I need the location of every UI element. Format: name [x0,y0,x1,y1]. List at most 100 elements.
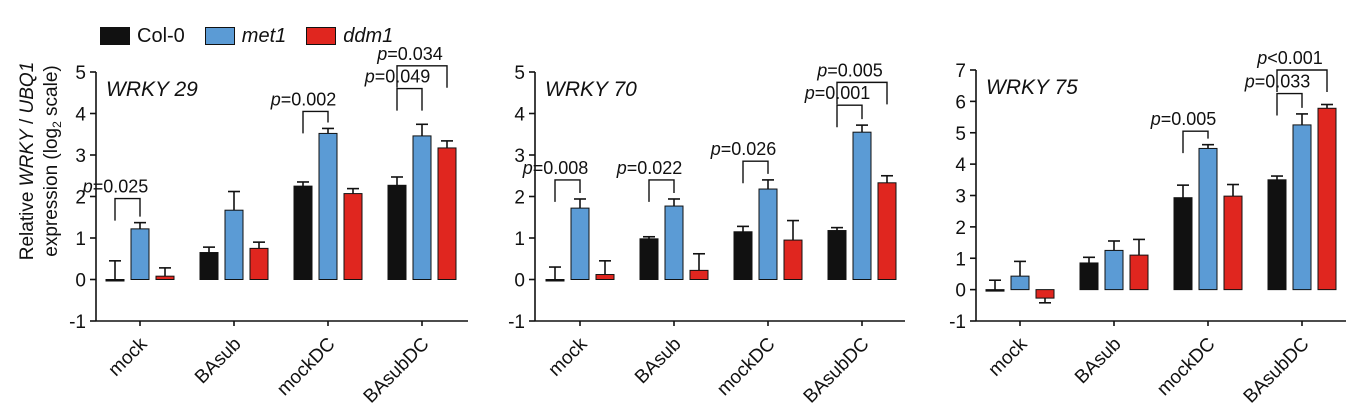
significance-bracket [554,179,581,202]
p-value-label: p=0.033 [1244,72,1311,92]
bar [1010,275,1030,291]
chart-1: -1 0 1 2 3 4 5 WRKY 29 mock BAsub mockDC BAsubDC p=0… [69,44,468,408]
bar [155,275,175,280]
y-tick-label: 7 [955,61,966,82]
significance-bracket [1276,69,1328,92]
y-tick-label: 1 [514,229,525,250]
p-value-label: p=0.008 [522,158,589,178]
bar [1129,254,1149,291]
significance-bracket [114,197,141,221]
significance-bracket [836,104,863,128]
x-tick-label: mock [985,333,1032,380]
significance-bracket [1276,92,1303,116]
bar [877,182,897,280]
p-value-label: p=0.005 [816,60,883,80]
bar [664,205,684,280]
y-axis-label: Relative WRKY / UBQ1 expression (log2 sc… [17,62,64,261]
bar [827,230,847,280]
y-tick-label: 0 [514,271,525,292]
bar [689,269,709,280]
legend-item-ddm1: ddm1 [306,25,393,48]
bar [1198,147,1218,291]
bar [1267,179,1287,291]
bar [1079,262,1099,291]
y-tick-label: 2 [514,188,525,209]
bar [249,247,269,280]
bar [595,274,615,280]
p-value-label: p=0.001 [804,83,871,103]
y-tick-label: 2 [955,218,966,239]
bar [387,184,407,280]
bar [130,228,150,280]
y-tick-label: 3 [955,187,966,208]
legend-label-ddm1: ddm1 [343,24,394,47]
bar [570,207,590,280]
chart-title: WRKY 29 [106,78,198,101]
bar [412,135,432,280]
x-tick-label: mockDC [713,334,779,400]
chart-2: -1 0 1 2 3 4 5 WRKY 70 mock BAsub mockDC BAsubDC p=0… [508,60,905,408]
y-tick-label: -1 [69,312,86,333]
bar [783,239,803,280]
x-tick-label: BAsubDC [800,334,874,408]
y-tick-label: 4 [955,155,966,176]
bar [852,131,872,280]
legend: Col-0 met1 ddm1 [100,24,413,48]
x-tick-label: BAsubDC [360,334,434,408]
x-tick-label: BAsub [191,334,245,388]
y-tick-label: 1 [75,229,86,250]
y-tick-label: 3 [514,146,525,167]
legend-label-met1: met1 [241,24,287,47]
y-tick-label: 4 [514,105,525,126]
p-value-label: p=0.026 [710,139,777,159]
bar [318,132,338,280]
legend-swatch-met1 [204,27,235,45]
p-value-label: p=0.025 [82,177,149,197]
y-tick-label: 6 [955,92,966,113]
y-axis-label-line2: expression (log2 scale) [41,65,64,257]
y-tick-label: 2 [75,188,86,209]
bar [293,185,313,280]
x-tick-label: mock [545,333,592,380]
y-tick-label: 0 [955,281,966,302]
chart-3: -1 0 1 2 3 4 5 6 7 WRKY 75 mock BAsub mockDC BAsubDC p… [949,48,1346,408]
legend-swatch-ddm1 [306,27,337,45]
p-value-label: p=0.022 [616,158,683,178]
bar [639,238,659,280]
significance-bracket [302,110,329,134]
p-value-label: p=0.049 [364,67,431,87]
x-tick-label: BAsub [1071,334,1125,388]
bar [1104,249,1124,291]
x-tick-label: BAsub [631,334,685,388]
significance-bracket [742,160,769,184]
p-value-label: p=0.002 [270,89,337,109]
y-tick-label: 3 [75,146,86,167]
significance-bracket [396,87,423,111]
y-axis-label-line1: Relative WRKY / UBQ1 [17,62,38,261]
significance-bracket [836,81,888,105]
legend-item-met1: met1 [204,24,287,48]
legend-swatch-col0 [100,27,130,45]
legend-label-col0: Col-0 [137,24,185,47]
bar [1173,197,1193,291]
chart-title: WRKY 75 [986,76,1078,99]
y-tick-label: 5 [955,124,966,145]
bar [105,279,125,282]
significance-bracket [1182,130,1209,154]
x-tick-label: BAsubDC [1240,334,1314,408]
p-value-label: p=0.034 [376,44,443,64]
bar [437,147,457,280]
bar [199,252,219,280]
bar [343,193,363,280]
bar [733,231,753,280]
y-tick-label: 0 [75,271,86,292]
chart-title: WRKY 70 [545,78,637,101]
bar [224,209,244,281]
y-tick-label: -1 [949,312,966,333]
p-value-label: p<0.001 [1256,48,1323,68]
bar [1292,124,1312,291]
significance-bracket [396,65,448,88]
y-tick-label: -1 [508,312,525,333]
y-tick-label: 5 [514,63,525,84]
